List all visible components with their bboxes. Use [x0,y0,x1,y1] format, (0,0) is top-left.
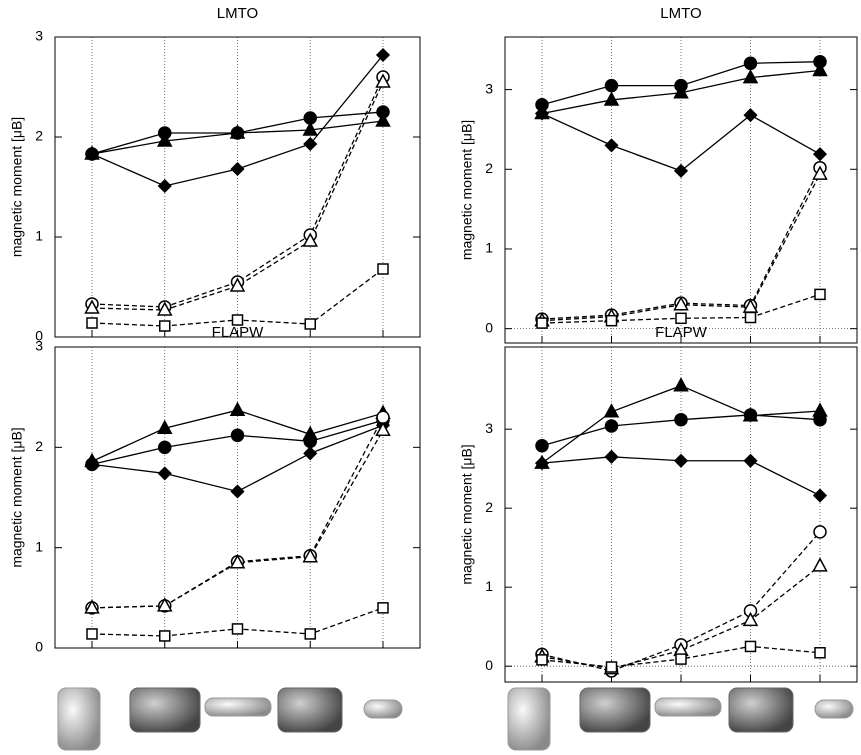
y-tick-label: 2 [485,160,493,176]
point [675,414,687,426]
structure-2 [130,688,200,732]
chart-title: FLAPW [655,324,708,341]
structure-5 [815,700,853,718]
point [87,629,97,639]
point [305,319,315,329]
point [304,447,316,459]
point [232,163,244,175]
y-tick-label: 0 [485,657,493,673]
chart-title: FLAPW [212,324,265,341]
point [159,180,171,192]
point [232,429,244,441]
y-axis-label: magnetic moment [μB] [9,427,25,567]
y-tick-label: 1 [35,538,43,554]
point [537,318,547,328]
point [536,440,548,452]
y-tick-label: 1 [485,240,493,256]
y-tick-label: 1 [485,578,493,594]
y-tick-label: 0 [35,639,43,655]
y-tick-label: 2 [35,128,43,144]
y-axis-label: magnetic moment [μB] [459,120,475,260]
structure-1 [508,688,550,750]
point [378,603,388,613]
point [159,441,171,453]
chart-title: LMTO [217,5,258,22]
point [606,420,618,432]
point [676,654,686,664]
y-tick-label: 3 [485,80,493,96]
figure: LMTO magnetic moment [μB] 0 1 2 3 LMTO magnetic… [0,0,861,755]
structure-3 [205,698,271,716]
point [87,318,97,328]
point [675,379,688,391]
point [537,655,547,665]
y-axis-label: magnetic moment [μB] [9,117,25,257]
point [160,321,170,331]
structure-4 [278,688,342,732]
series-line [92,77,383,307]
panel: FLAPW magnetic moment [μB] 0 1 2 3 [459,324,857,682]
structure-4 [729,688,793,732]
point [159,467,171,479]
panel: LMTO magnetic moment [μB] 0 1 2 3 [459,5,857,343]
structure-3 [655,698,721,716]
point [606,139,618,151]
y-tick-label: 0 [485,319,493,335]
point [607,316,617,326]
point [814,148,826,160]
point [675,455,687,467]
point [231,403,244,415]
plot-frame [505,347,857,682]
point [232,485,244,497]
y-tick-label: 2 [485,499,493,515]
point [305,629,315,639]
panel: FLAPW magnetic moment [μB] 0 1 2 3 [9,324,420,655]
y-tick-label: 3 [485,420,493,436]
point [378,264,388,274]
structure-2 [580,688,650,732]
point [746,313,756,323]
structure-images [58,688,853,750]
point [815,289,825,299]
y-axis-label: magnetic moment [μB] [459,444,475,584]
point [814,404,827,416]
y-tick-label: 1 [35,228,43,244]
point [605,405,618,417]
structure-5 [364,700,402,718]
point [746,641,756,651]
structure-1 [58,688,100,750]
point [233,624,243,634]
point [814,526,826,538]
point [606,451,618,463]
point [745,57,757,69]
chart-title: LMTO [660,5,701,22]
point [606,80,618,92]
point [745,455,757,467]
point [815,648,825,658]
y-tick-label: 3 [35,28,43,44]
y-tick-label: 3 [35,338,43,354]
point [814,559,827,571]
point [160,631,170,641]
point [814,490,826,502]
point [607,662,617,672]
y-tick-label: 2 [35,438,43,454]
point [377,411,389,423]
point [676,313,686,323]
